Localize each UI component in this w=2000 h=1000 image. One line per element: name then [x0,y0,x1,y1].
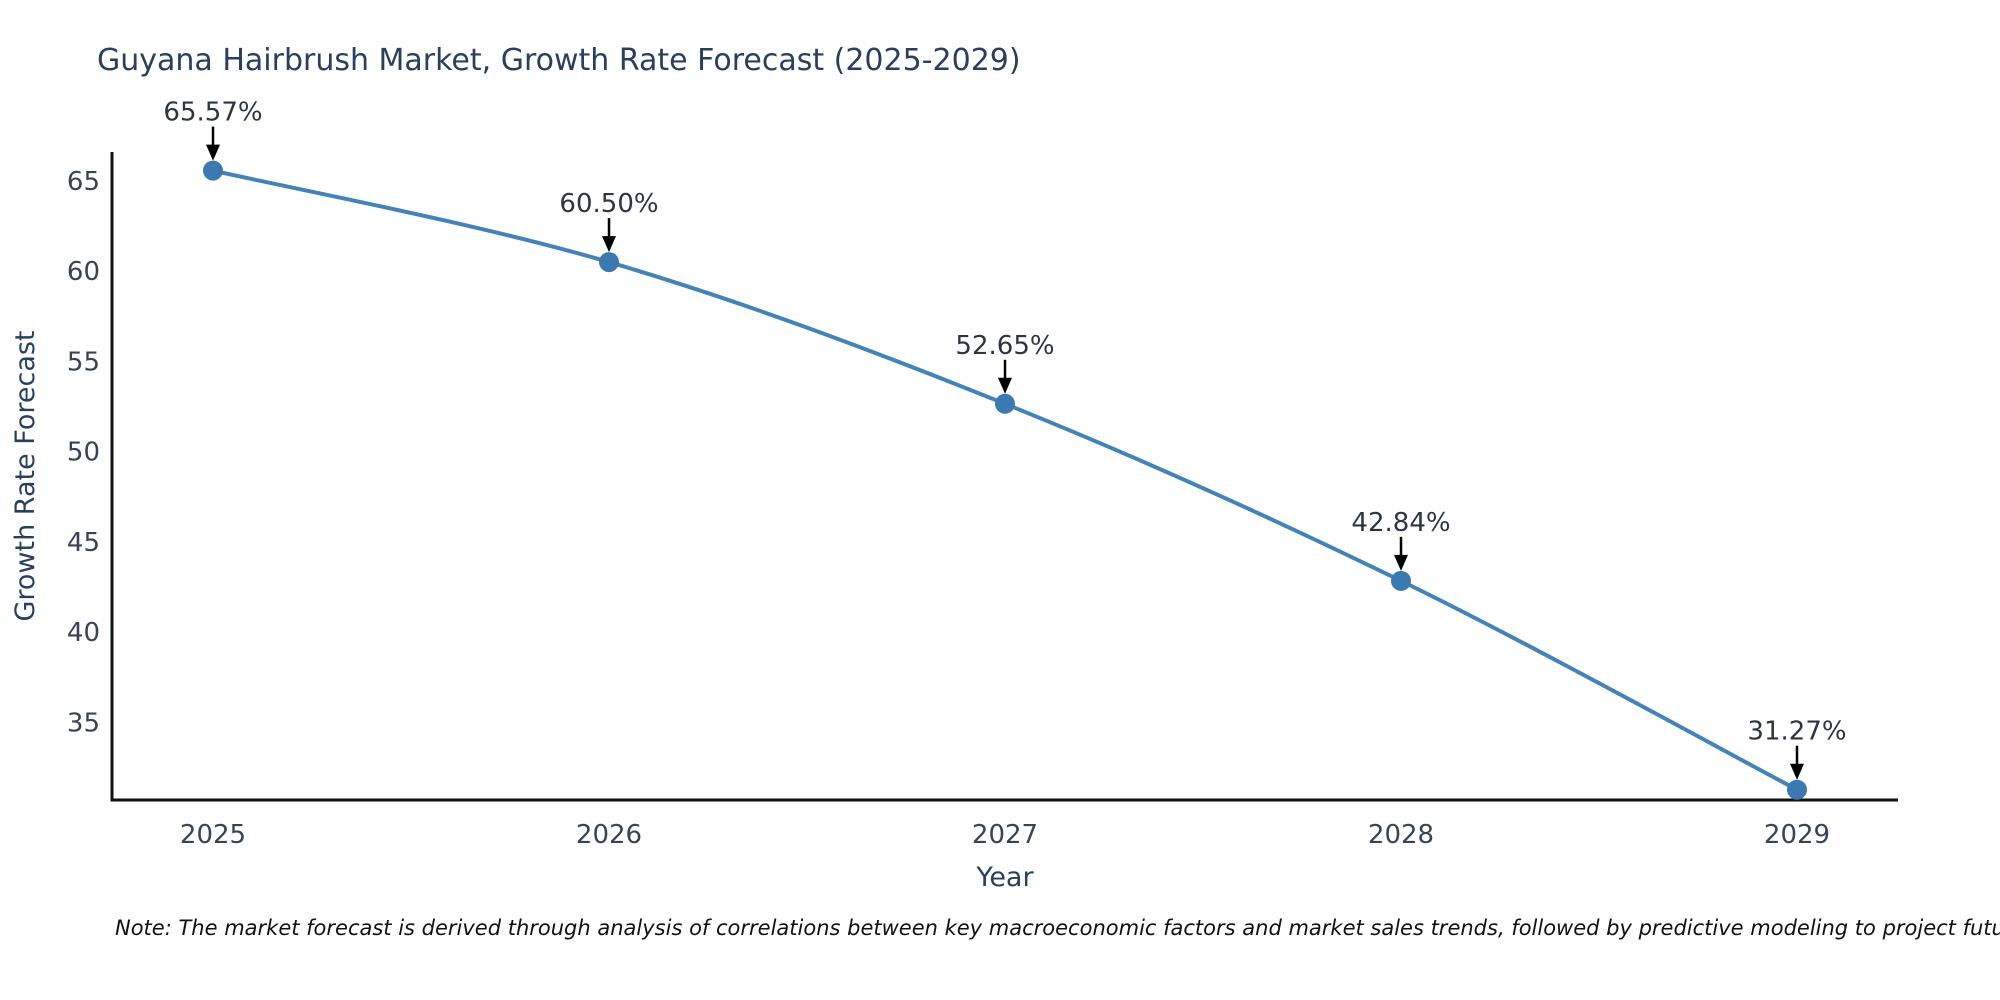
plot-area: 35 40 45 50 55 60 65 2025 2026 2027 2028 2029 65.57%… [67,98,1898,850]
chart-title: Guyana Hairbrush Market, Growth Rate For… [97,43,1021,78]
x-tick-label: 2026 [576,820,642,850]
y-tick-label: 35 [67,708,100,738]
y-tick-label: 60 [67,257,100,287]
annotation-arrowhead [998,377,1012,394]
annotation-arrowhead [206,144,220,161]
data-point-marker [203,160,223,181]
data-label: 42.84% [1351,508,1450,538]
trend-line [212,168,1798,792]
x-tick-label: 2025 [180,820,246,850]
annotation-arrowhead [1394,554,1408,571]
data-label: 65.57% [163,98,262,128]
y-tick-label: 50 [67,438,100,468]
annotation-arrowhead [1790,763,1804,780]
data-point-marker [1391,570,1411,591]
x-tick-label: 2029 [1764,820,1830,850]
data-label: 60.50% [559,189,658,219]
y-axis-title: Growth Rate Forecast [10,330,41,621]
y-tick-label: 40 [67,618,100,648]
y-tick-label: 65 [67,167,100,197]
y-tick-label: 45 [67,528,100,558]
x-axis-title: Year [975,862,1034,893]
data-label: 31.27% [1747,717,1846,747]
data-point-marker [995,393,1015,414]
x-tick-label: 2028 [1368,820,1434,850]
footnote: Note: The market forecast is derived thr… [115,916,2000,940]
data-label: 52.65% [955,331,1054,361]
annotation-arrowhead [602,236,616,253]
data-point-marker [1787,779,1807,800]
y-tick-label: 55 [67,347,100,377]
data-point-marker [599,252,619,273]
x-tick-label: 2027 [972,820,1038,850]
